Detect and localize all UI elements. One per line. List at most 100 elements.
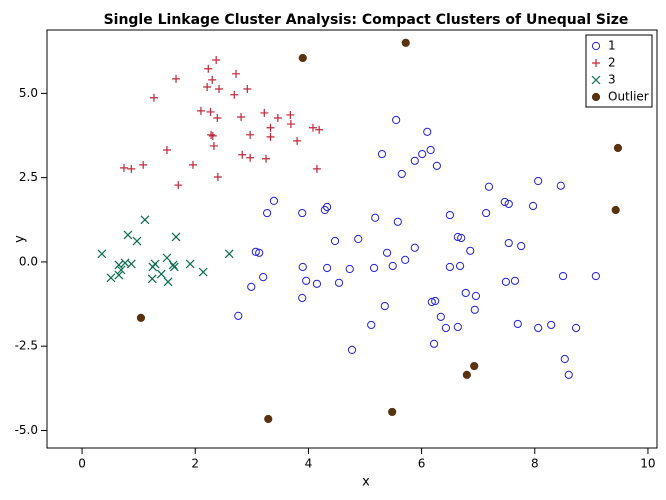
point bbox=[445, 210, 454, 220]
point bbox=[171, 232, 181, 242]
point bbox=[470, 305, 479, 314]
point bbox=[534, 323, 543, 333]
point bbox=[147, 274, 157, 284]
point bbox=[264, 414, 273, 424]
point bbox=[466, 246, 475, 255]
point bbox=[312, 164, 321, 173]
legend-label: 1 bbox=[608, 39, 616, 53]
point bbox=[132, 236, 142, 246]
y-tick-label: 5.0 bbox=[19, 86, 38, 100]
point bbox=[371, 213, 380, 222]
legend-marker bbox=[591, 41, 601, 51]
point bbox=[556, 181, 565, 190]
point bbox=[156, 269, 166, 279]
point bbox=[354, 234, 363, 244]
point bbox=[367, 320, 376, 330]
point bbox=[136, 313, 146, 322]
point bbox=[224, 249, 234, 259]
point bbox=[484, 182, 494, 191]
point bbox=[377, 149, 387, 159]
point bbox=[286, 120, 295, 129]
point bbox=[213, 113, 222, 122]
point bbox=[148, 262, 158, 272]
point bbox=[243, 84, 252, 93]
point bbox=[259, 272, 268, 282]
point bbox=[169, 262, 179, 272]
point bbox=[330, 236, 340, 246]
point bbox=[168, 260, 178, 270]
point bbox=[269, 196, 279, 206]
point bbox=[162, 253, 172, 263]
point bbox=[423, 127, 432, 136]
point bbox=[564, 370, 573, 379]
point bbox=[203, 82, 212, 91]
point bbox=[462, 370, 471, 379]
point bbox=[212, 56, 221, 65]
point bbox=[139, 160, 148, 169]
point bbox=[427, 297, 436, 307]
point bbox=[534, 176, 543, 186]
x-tick-label: 0 bbox=[78, 457, 86, 471]
y-axis-label: y bbox=[13, 235, 28, 243]
point bbox=[558, 271, 568, 281]
y-tick-label: -5.0 bbox=[15, 423, 38, 437]
point bbox=[504, 199, 513, 209]
point bbox=[298, 53, 307, 63]
point bbox=[611, 205, 620, 215]
point bbox=[206, 107, 215, 116]
point bbox=[123, 230, 133, 240]
point bbox=[431, 296, 440, 306]
point bbox=[510, 276, 520, 285]
point bbox=[517, 241, 526, 251]
plot-frame bbox=[46, 29, 658, 449]
point bbox=[246, 153, 255, 162]
point bbox=[393, 217, 402, 226]
point bbox=[188, 160, 197, 169]
point bbox=[334, 278, 344, 287]
point bbox=[388, 407, 397, 417]
point bbox=[312, 279, 322, 288]
point bbox=[114, 260, 124, 270]
point bbox=[263, 208, 272, 218]
point bbox=[266, 132, 275, 141]
legend-marker bbox=[591, 75, 601, 85]
point bbox=[234, 311, 243, 320]
point bbox=[116, 265, 126, 275]
point bbox=[119, 163, 128, 172]
x-tick-label: 4 bbox=[305, 457, 313, 471]
point bbox=[237, 112, 246, 121]
point bbox=[293, 136, 302, 145]
point bbox=[266, 123, 275, 132]
point bbox=[230, 90, 239, 99]
point bbox=[453, 322, 462, 332]
point bbox=[149, 93, 158, 102]
x-tick-label: 8 bbox=[531, 457, 539, 471]
point bbox=[432, 161, 441, 170]
point bbox=[436, 312, 445, 321]
point bbox=[208, 131, 217, 140]
point bbox=[470, 361, 479, 371]
point bbox=[273, 113, 282, 122]
point bbox=[302, 276, 311, 285]
point bbox=[429, 339, 439, 348]
point bbox=[172, 74, 181, 83]
legend-label: Outlier bbox=[608, 90, 649, 104]
point bbox=[426, 145, 435, 155]
point bbox=[246, 130, 255, 139]
point bbox=[106, 273, 116, 283]
point bbox=[209, 141, 218, 150]
point bbox=[97, 249, 107, 259]
point bbox=[261, 154, 270, 163]
y-tick-label: 2.5 bbox=[19, 170, 38, 184]
point bbox=[251, 247, 260, 256]
point bbox=[126, 259, 136, 269]
legend-marker bbox=[591, 92, 601, 102]
point bbox=[528, 201, 538, 211]
point bbox=[208, 75, 217, 84]
point bbox=[298, 208, 307, 218]
point bbox=[207, 130, 216, 139]
point bbox=[114, 270, 124, 280]
point bbox=[382, 248, 392, 257]
